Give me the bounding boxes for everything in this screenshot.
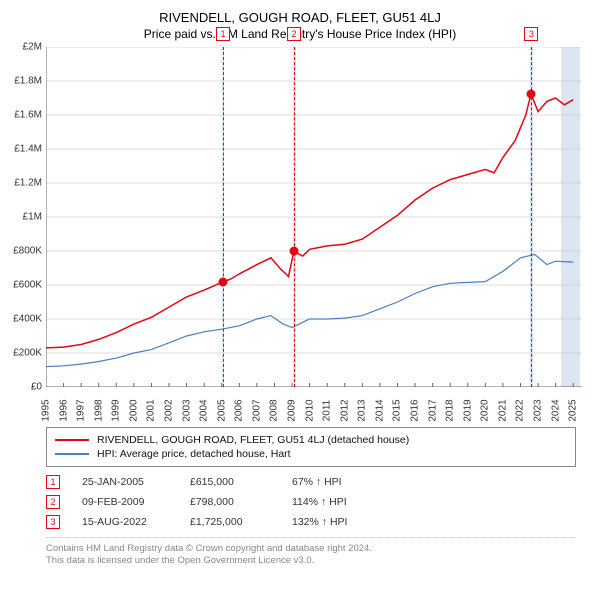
chart-title: RIVENDELL, GOUGH ROAD, FLEET, GU51 4LJ — [12, 10, 588, 25]
footnote: Contains HM Land Registry data © Crown c… — [46, 537, 576, 568]
legend-swatch — [55, 453, 89, 455]
x-axis-label: 2015 — [392, 399, 403, 421]
x-axis-label: 2018 — [445, 399, 456, 421]
x-axis-label: 2008 — [269, 399, 280, 421]
x-axis-label: 2006 — [234, 399, 245, 421]
x-axis-label: 2004 — [199, 399, 210, 421]
sale-marker-dot — [289, 247, 298, 256]
sale-pct: 132% ↑ HPI — [292, 516, 382, 528]
sale-date: 09-FEB-2009 — [82, 496, 168, 508]
sales-list: 1 25-JAN-2005 £615,000 67% ↑ HPI 2 09-FEB-200… — [46, 475, 588, 535]
x-axis-label: 2023 — [533, 399, 544, 421]
x-axis-label: 1997 — [76, 399, 87, 421]
x-axis-label: 2002 — [164, 399, 175, 421]
y-axis-label: £600K — [13, 280, 42, 291]
y-axis-label: £200K — [13, 348, 42, 359]
footnote-line2: This data is licensed under the Open Gov… — [46, 555, 314, 566]
y-axis-label: £800K — [13, 246, 42, 257]
x-axis-label: 2001 — [146, 399, 157, 421]
y-axis-label: £400K — [13, 314, 42, 325]
legend-label: RIVENDELL, GOUGH ROAD, FLEET, GU51 4LJ (… — [97, 434, 409, 446]
sale-number-box: 1 — [46, 475, 60, 489]
y-axis-label: £1.2M — [14, 178, 42, 189]
sale-number-box: 3 — [46, 515, 60, 529]
x-axis-label: 2017 — [427, 399, 438, 421]
series-hpi — [46, 254, 573, 366]
sale-price: £1,725,000 — [190, 516, 270, 528]
sale-marker-dot — [218, 278, 227, 287]
sale-row: 3 15-AUG-2022 £1,725,000 132% ↑ HPI — [46, 515, 588, 529]
sale-marker-line — [223, 47, 224, 387]
sale-date: 15-AUG-2022 — [82, 516, 168, 528]
sale-pct: 67% ↑ HPI — [292, 476, 382, 488]
x-axis-label: 2012 — [339, 399, 350, 421]
sale-marker-number: 2 — [287, 27, 301, 41]
y-axis-label: £1.8M — [14, 76, 42, 87]
x-axis-label: 2024 — [550, 399, 561, 421]
x-axis-label: 1998 — [93, 399, 104, 421]
sale-marker-number: 1 — [216, 27, 230, 41]
y-axis-label: £1.4M — [14, 144, 42, 155]
x-axis-label: 1995 — [41, 399, 52, 421]
x-axis-label: 1996 — [58, 399, 69, 421]
y-axis-label: £0 — [31, 382, 42, 393]
chart-plot-area: £0£200K£400K£600K£800K£1M£1.2M£1.4M£1.6M… — [46, 47, 582, 387]
x-axis-label: 2005 — [216, 399, 227, 421]
sale-date: 25-JAN-2005 — [82, 476, 168, 488]
x-axis-label: 2003 — [181, 399, 192, 421]
x-axis-label: 2000 — [128, 399, 139, 421]
legend-swatch — [55, 439, 89, 441]
x-axis-label: 2022 — [515, 399, 526, 421]
sale-row: 2 09-FEB-2009 £798,000 114% ↑ HPI — [46, 495, 588, 509]
series-property — [46, 94, 573, 348]
legend-label: HPI: Average price, detached house, Hart — [97, 448, 291, 460]
x-axis-label: 2025 — [568, 399, 579, 421]
footnote-line1: Contains HM Land Registry data © Crown c… — [46, 543, 372, 554]
x-axis-label: 2011 — [322, 400, 333, 422]
sale-marker-number: 3 — [524, 27, 538, 41]
sale-number-box: 2 — [46, 495, 60, 509]
sale-marker-line — [294, 47, 295, 387]
sale-price: £615,000 — [190, 476, 270, 488]
sale-marker-dot — [527, 89, 536, 98]
sale-row: 1 25-JAN-2005 £615,000 67% ↑ HPI — [46, 475, 588, 489]
sale-pct: 114% ↑ HPI — [292, 496, 382, 508]
x-axis-label: 2007 — [251, 399, 262, 421]
y-axis-label: £2M — [23, 42, 42, 53]
x-axis-label: 2009 — [287, 399, 298, 421]
x-axis-label: 2016 — [410, 399, 421, 421]
y-axis-label: £1M — [23, 212, 42, 223]
x-axis-label: 2010 — [304, 399, 315, 421]
sale-price: £798,000 — [190, 496, 270, 508]
legend-item: HPI: Average price, detached house, Hart — [55, 447, 567, 461]
x-axis-label: 2019 — [462, 399, 473, 421]
legend-item: RIVENDELL, GOUGH ROAD, FLEET, GU51 4LJ (… — [55, 433, 567, 447]
legend-box: RIVENDELL, GOUGH ROAD, FLEET, GU51 4LJ (… — [46, 427, 576, 467]
x-axis-label: 1999 — [111, 399, 122, 421]
x-axis-label: 2014 — [374, 399, 385, 421]
y-axis-label: £1.6M — [14, 110, 42, 121]
x-axis-label: 2021 — [497, 399, 508, 421]
x-axis-label: 2013 — [357, 399, 368, 421]
x-axis-label: 2020 — [480, 399, 491, 421]
